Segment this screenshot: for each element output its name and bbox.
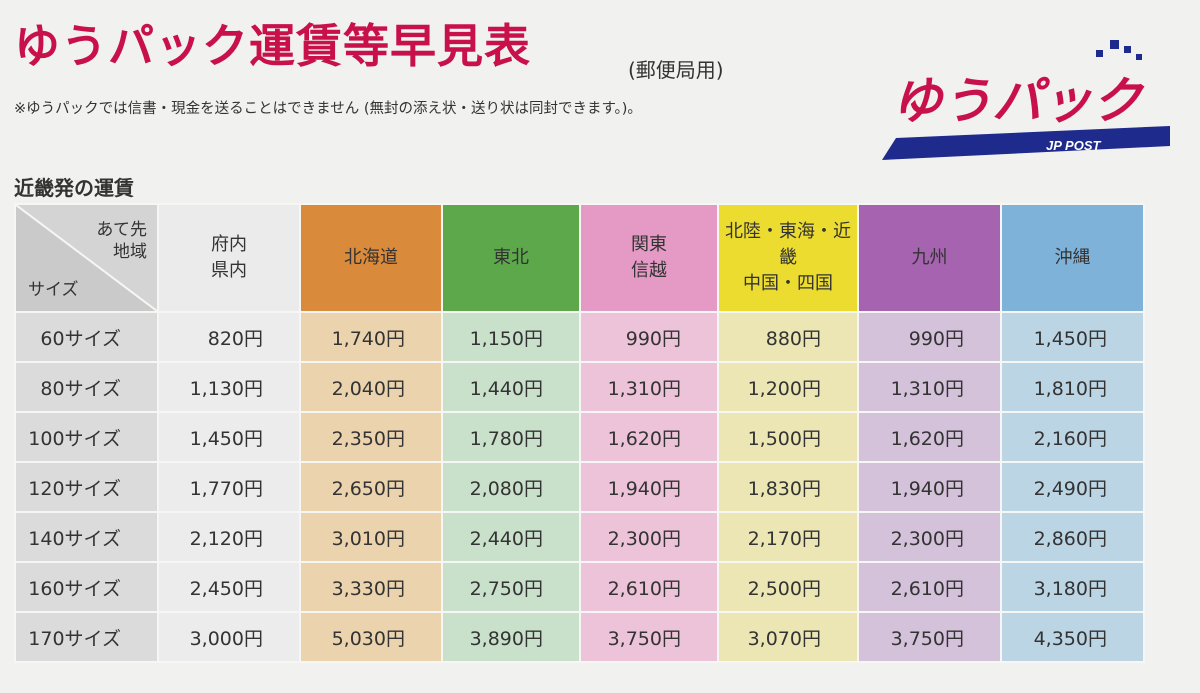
price-cell: 2,610円 (857, 561, 1002, 613)
price-cell: 2,300円 (579, 511, 719, 563)
col-header-line2: 中国・四国 (743, 273, 833, 294)
section-title: 近畿発の運賃 (14, 176, 134, 200)
size-label: 120サイズ (14, 461, 159, 513)
corner-size-label: サイズ (28, 280, 79, 300)
col-header-hokuriku: 北陸・東海・近畿 中国・四国 (717, 203, 859, 313)
price-cell: 1,150円 (441, 311, 581, 363)
col-header-line1: 北海道 (344, 247, 398, 268)
price-cell: 3,000円 (157, 611, 301, 663)
price-cell: 1,770円 (157, 461, 301, 513)
price-cell: 990円 (857, 311, 1002, 363)
price-cell: 2,040円 (299, 361, 443, 413)
price-cell: 1,450円 (1000, 311, 1145, 363)
yu-pack-logo: ゆうパック JP POST (878, 38, 1178, 168)
price-cell: 2,300円 (857, 511, 1002, 563)
price-cell: 1,620円 (857, 411, 1002, 463)
price-cell: 2,500円 (717, 561, 859, 613)
col-header-hokkaido: 北海道 (299, 203, 443, 313)
col-header-line1: 北陸・東海・近畿 (725, 221, 851, 268)
price-cell: 2,170円 (717, 511, 859, 563)
price-cell: 3,330円 (299, 561, 443, 613)
price-cell: 1,130円 (157, 361, 301, 413)
price-cell: 1,450円 (157, 411, 301, 463)
price-cell: 4,350円 (1000, 611, 1145, 663)
size-label: 160サイズ (14, 561, 159, 613)
page-title: ゆうパック運賃等早見表 (14, 19, 531, 73)
price-cell: 1,310円 (857, 361, 1002, 413)
size-label: 170サイズ (14, 611, 159, 663)
price-cell: 1,810円 (1000, 361, 1145, 413)
logo-subtext: JP POST (1046, 138, 1101, 153)
price-cell: 3,180円 (1000, 561, 1145, 613)
col-header-line2: 信越 (631, 260, 667, 281)
price-cell: 1,830円 (717, 461, 859, 513)
col-header-line1: 沖縄 (1054, 247, 1091, 268)
price-cell: 2,440円 (441, 511, 581, 563)
price-cell: 2,750円 (441, 561, 581, 613)
price-cell: 820円 (157, 311, 301, 363)
col-header-line1: 東北 (493, 247, 529, 268)
price-cell: 2,120円 (157, 511, 301, 563)
price-cell: 3,750円 (579, 611, 719, 663)
size-label: 60サイズ (14, 311, 159, 363)
price-cell: 1,200円 (717, 361, 859, 413)
table-row: 140サイズ 2,120円 3,010円 2,440円 2,300円 2,170円 2,30… (14, 511, 1145, 563)
size-label: 140サイズ (14, 511, 159, 563)
table-row: 80サイズ 1,130円 2,040円 1,440円 1,310円 1,200円 1,310… (14, 361, 1145, 413)
price-cell: 2,610円 (579, 561, 719, 613)
header-row: あて先 地域 サイズ 府内 県内 北海道 東北 関東 信越 北陸・東海・近畿 中… (14, 203, 1145, 313)
price-cell: 1,780円 (441, 411, 581, 463)
col-header-local: 府内 県内 (157, 203, 301, 313)
price-cell: 2,350円 (299, 411, 443, 463)
page-subtitle: (郵便局用) (628, 58, 724, 82)
corner-dest-line1: あて先 (96, 220, 147, 240)
price-cell: 2,160円 (1000, 411, 1145, 463)
price-cell: 990円 (579, 311, 719, 363)
yu-pack-logo-graphic: ゆうパック JP POST (882, 40, 1170, 160)
price-cell: 3,010円 (299, 511, 443, 563)
col-header-kanto: 関東 信越 (579, 203, 719, 313)
table-row: 160サイズ 2,450円 3,330円 2,750円 2,610円 2,500円 2,61… (14, 561, 1145, 613)
price-cell: 1,310円 (579, 361, 719, 413)
col-header-kyushu: 九州 (857, 203, 1002, 313)
price-cell: 1,740円 (299, 311, 443, 363)
col-header-okinawa: 沖縄 (1000, 203, 1145, 313)
price-cell: 3,890円 (441, 611, 581, 663)
price-cell: 2,650円 (299, 461, 443, 513)
col-header-line1: 関東 (631, 234, 667, 255)
price-cell: 3,070円 (717, 611, 859, 663)
corner-dest-line2: 地域 (113, 242, 147, 262)
col-header-tohoku: 東北 (441, 203, 581, 313)
price-cell: 1,940円 (857, 461, 1002, 513)
rate-table: あて先 地域 サイズ 府内 県内 北海道 東北 関東 信越 北陸・東海・近畿 中… (14, 203, 1145, 663)
notice-text: ※ゆうパックでは信書・現金を送ることはできません (無封の添え状・送り状は同封で… (14, 101, 642, 117)
col-header-line2: 県内 (211, 260, 247, 281)
price-cell: 2,450円 (157, 561, 301, 613)
price-cell: 880円 (717, 311, 859, 363)
price-cell: 5,030円 (299, 611, 443, 663)
price-cell: 1,940円 (579, 461, 719, 513)
corner-header: あて先 地域 サイズ (14, 203, 159, 313)
table-row: 120サイズ 1,770円 2,650円 2,080円 1,940円 1,830円 1,94… (14, 461, 1145, 513)
size-label: 80サイズ (14, 361, 159, 413)
corner-destination: あて先 地域 (96, 219, 147, 263)
col-header-line1: 府内 (211, 234, 247, 255)
table-row: 60サイズ 820円 1,740円 1,150円 990円 880円 990円 1,450円 (14, 311, 1145, 363)
table-row: 100サイズ 1,450円 2,350円 1,780円 1,620円 1,500円 1,62… (14, 411, 1145, 463)
price-cell: 2,860円 (1000, 511, 1145, 563)
price-cell: 1,440円 (441, 361, 581, 413)
price-cell: 2,490円 (1000, 461, 1145, 513)
logo-text: ゆうパック (892, 73, 1145, 129)
col-header-line1: 九州 (911, 247, 948, 268)
price-cell: 3,750円 (857, 611, 1002, 663)
price-cell: 2,080円 (441, 461, 581, 513)
price-cell: 1,620円 (579, 411, 719, 463)
size-label: 100サイズ (14, 411, 159, 463)
table-row: 170サイズ 3,000円 5,030円 3,890円 3,750円 3,070円 3,75… (14, 611, 1145, 663)
price-cell: 1,500円 (717, 411, 859, 463)
